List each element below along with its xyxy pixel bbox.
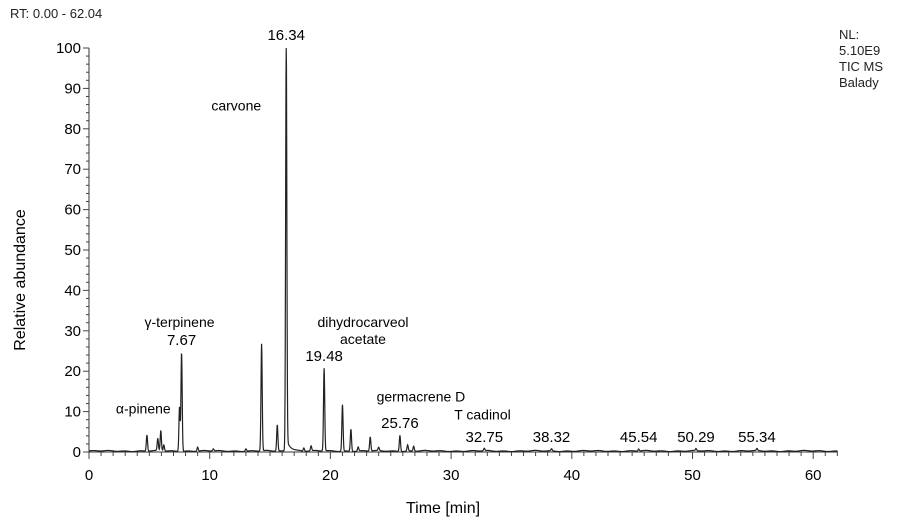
retention-time-label: 25.76 [381,415,419,432]
retention-time-label: 19.48 [305,348,343,365]
axes: 0 10 20 30 40 50 60 0 10 20 30 40 50 60 70 80 90 100 [56,40,838,484]
nl-line-4: Balady [839,75,879,90]
x-tick-label: 50 [684,467,701,484]
retention-time-label: 55.34 [738,429,776,446]
compound-annotation: carvone [211,98,261,114]
nl-info: NL: 5.10E9 TIC MS Balady [839,27,883,91]
x-axis-title: Time [min] [406,500,480,517]
tic-trace-line [88,47,838,453]
y-tick-label: 70 [64,161,81,178]
y-tick-label: 10 [64,404,81,421]
compound-annotation-line: α-pinene [116,401,171,417]
compound-annotation: γ-terpinene [145,314,215,330]
y-tick-label: 0 [73,444,81,461]
x-tick-label: 30 [443,467,460,484]
retention-time-label: 50.29 [677,429,715,446]
x-tick-label: 10 [201,467,218,484]
peak-labels: 16.34 7.67 19.48 25.76 32.75 38.32 45.54 50.29 5… [116,27,776,446]
nl-line-3: TIC MS [839,59,884,74]
retention-time-label: 45.54 [620,429,658,446]
retention-time-label: 32.75 [466,429,504,446]
y-tick-label: 50 [64,242,81,259]
compound-annotation: dihydrocarveol acetate [317,314,408,347]
y-axis-title: Relative abundance [12,209,29,351]
x-tick-label: 40 [563,467,580,484]
compound-annotation-line: acetate [340,331,386,347]
compound-annotation-line: carvone [211,98,261,114]
y-tick-label: 40 [64,282,81,299]
y-tick-label: 100 [56,40,81,57]
retention-time-label: 7.67 [167,332,196,349]
compound-annotation-line: dihydrocarveol [317,314,408,330]
y-tick-label: 20 [64,363,81,380]
chromatogram-trace [88,47,838,453]
nl-line-1: NL: [839,27,860,42]
compound-annotation: germacrene D [377,389,466,405]
compound-annotation-line: T cadinol [454,407,511,423]
y-tick-label: 90 [64,80,81,97]
compound-annotation: T cadinol [454,407,511,423]
x-tick-label: 0 [85,467,93,484]
rt-range-label: RT: 0.00 - 62.04 [10,6,103,21]
y-tick-label: 30 [64,323,81,340]
compound-annotation: α-pinene [116,401,171,417]
retention-time-label: 16.34 [267,27,305,44]
nl-line-2: 5.10E9 [839,43,881,58]
y-tick-label: 60 [64,202,81,219]
compound-annotation-line: γ-terpinene [145,314,215,330]
y-tick-label: 80 [64,121,81,138]
x-tick-label: 20 [322,467,339,484]
retention-time-label: 38.32 [533,429,571,446]
compound-annotation-line: germacrene D [377,389,466,405]
x-tick-label: 60 [805,467,822,484]
